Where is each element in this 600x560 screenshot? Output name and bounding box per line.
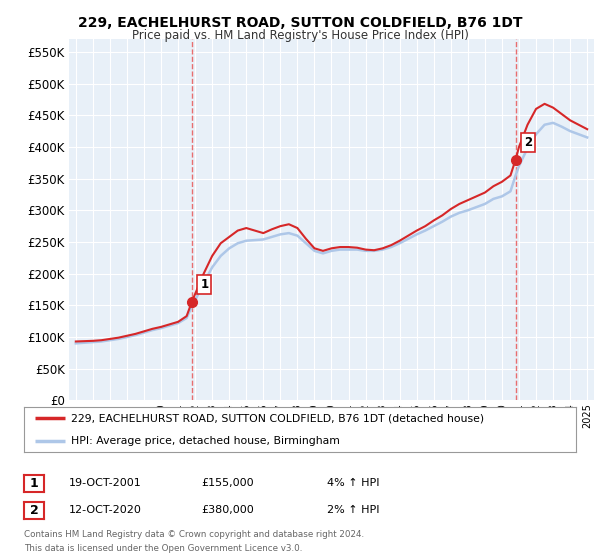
Text: 12-OCT-2020: 12-OCT-2020 [69, 505, 142, 515]
Text: 229, EACHELHURST ROAD, SUTTON COLDFIELD, B76 1DT (detached house): 229, EACHELHURST ROAD, SUTTON COLDFIELD,… [71, 413, 484, 423]
Text: HPI: Average price, detached house, Birmingham: HPI: Average price, detached house, Birm… [71, 436, 340, 446]
Text: Contains HM Land Registry data © Crown copyright and database right 2024.: Contains HM Land Registry data © Crown c… [24, 530, 364, 539]
Text: 1: 1 [200, 278, 208, 291]
Text: £155,000: £155,000 [201, 478, 254, 488]
Text: 4% ↑ HPI: 4% ↑ HPI [327, 478, 380, 488]
Text: 229, EACHELHURST ROAD, SUTTON COLDFIELD, B76 1DT: 229, EACHELHURST ROAD, SUTTON COLDFIELD,… [78, 16, 522, 30]
Text: 19-OCT-2001: 19-OCT-2001 [69, 478, 142, 488]
Text: 2: 2 [30, 503, 38, 517]
Text: 2% ↑ HPI: 2% ↑ HPI [327, 505, 380, 515]
Text: Price paid vs. HM Land Registry's House Price Index (HPI): Price paid vs. HM Land Registry's House … [131, 29, 469, 42]
Text: 1: 1 [30, 477, 38, 490]
Text: This data is licensed under the Open Government Licence v3.0.: This data is licensed under the Open Gov… [24, 544, 302, 553]
Text: £380,000: £380,000 [201, 505, 254, 515]
Text: 2: 2 [524, 136, 532, 148]
